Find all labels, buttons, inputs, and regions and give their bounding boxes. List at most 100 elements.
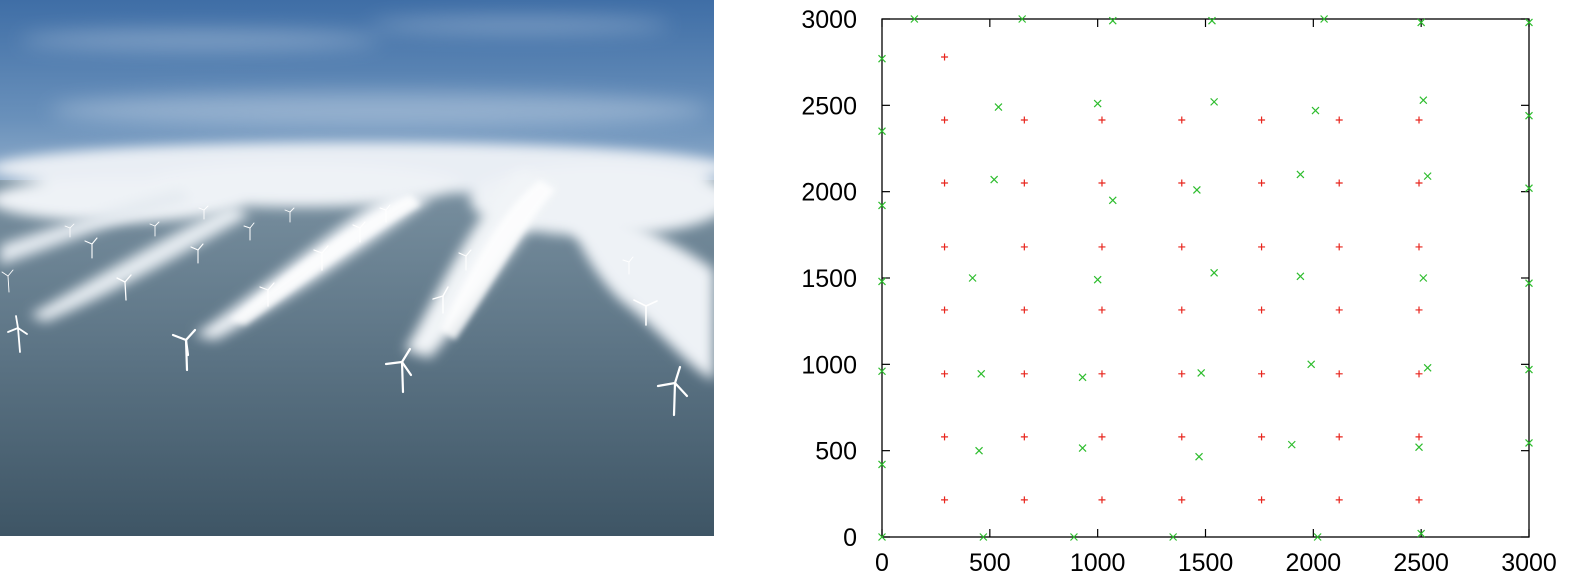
cross-marker: [1210, 268, 1219, 277]
plus-marker: [1020, 116, 1028, 124]
cross-marker: [1415, 443, 1423, 452]
cross-marker: [1093, 275, 1102, 284]
plus-marker: [1178, 306, 1186, 314]
cross-marker: [968, 274, 977, 282]
cross-marker: [1078, 373, 1087, 382]
wind-farm-photo: [0, 0, 714, 536]
plus-marker: [1098, 306, 1106, 314]
y-tick-label: 1000: [801, 351, 857, 379]
plus-marker: [1020, 496, 1028, 504]
plus-marker: [1020, 306, 1028, 314]
cross-marker: [1423, 363, 1432, 372]
plus-marker: [941, 433, 949, 441]
plus-marker: [1020, 179, 1028, 187]
plus-marker: [1415, 306, 1423, 314]
plus-marker: [941, 243, 949, 251]
cross-marker: [1078, 444, 1087, 453]
x-tick-label: 2000: [1286, 549, 1342, 577]
plus-marker: [1335, 243, 1343, 251]
cross-marker: [1108, 16, 1117, 25]
plus-marker: [1415, 496, 1423, 504]
cross-marker: [1525, 279, 1533, 288]
cross-marker: [878, 367, 886, 376]
cross-marker: [1192, 186, 1201, 194]
plus-marker: [1258, 116, 1266, 124]
plus-marker: [1020, 370, 1028, 378]
plus-marker: [1098, 116, 1106, 124]
plus-marker: [1258, 433, 1266, 441]
cross-marker: [1210, 97, 1219, 106]
cross-marker: [1093, 99, 1102, 108]
cross-marker: [1320, 15, 1329, 23]
scatter-plot: 0 500 1000 1500 2000 2500 3000 0 500 1000 1500 200…: [801, 6, 1556, 577]
cross-marker: [979, 533, 988, 541]
cross-marker: [878, 460, 886, 469]
plus-marker: [1098, 370, 1106, 378]
cross-marker: [1296, 272, 1305, 281]
plus-marker: [941, 116, 949, 124]
plus-marker: [941, 53, 949, 61]
cross-marker: [1525, 18, 1533, 27]
data-points: [878, 15, 1533, 541]
cross-marker: [1417, 529, 1426, 538]
cross-marker: [1311, 106, 1320, 115]
x-tick-label: 1500: [1178, 549, 1234, 577]
cross-marker: [1195, 452, 1203, 461]
plus-marker: [1178, 243, 1186, 251]
x-tick-label: 2500: [1393, 549, 1449, 577]
plus-marker: [1415, 116, 1423, 124]
cross-marker: [1296, 170, 1305, 179]
plus-marker: [1335, 306, 1343, 314]
plus-marker: [1098, 496, 1106, 504]
cross-marker: [878, 277, 886, 286]
plot-frame: [881, 18, 1530, 538]
cross-marker: [1525, 438, 1533, 447]
plus-marker: [1335, 370, 1343, 378]
plus-marker: [1335, 116, 1343, 124]
plus-marker: [1335, 179, 1343, 187]
plus-marker: [1335, 433, 1343, 441]
cross-marker: [878, 533, 886, 541]
cross-marker: [994, 103, 1003, 111]
y-tick-label: 1500: [801, 265, 857, 293]
plus-marker: [941, 179, 949, 187]
plus-marker: [1258, 370, 1266, 378]
plus-marker: [1258, 496, 1266, 504]
x-tick-label: 500: [969, 549, 1011, 577]
cross-marker: [1417, 18, 1426, 27]
cross-marker: [990, 175, 999, 184]
cross-marker: [1313, 533, 1322, 541]
plus-marker: [1415, 433, 1423, 441]
wind-turbines: [1, 204, 689, 417]
plus-marker: [1258, 243, 1266, 251]
cross-marker: [1208, 16, 1216, 25]
cross-marker: [1287, 440, 1296, 449]
plus-marker: [1415, 179, 1423, 187]
cross-marker: [1197, 369, 1206, 377]
cross-marker: [1525, 365, 1533, 374]
cross-marker: [878, 127, 886, 136]
plus-marker: [1178, 116, 1186, 124]
plus-marker: [1258, 306, 1266, 314]
cross-marker: [1108, 196, 1117, 205]
plus-marker: [941, 496, 949, 504]
cross-marker: [1423, 172, 1432, 181]
plus-marker: [1178, 179, 1186, 187]
plus-marker: [1178, 433, 1186, 441]
y-tick-label: 0: [843, 524, 857, 552]
cloud-bank: [0, 142, 714, 236]
plus-marker: [1335, 496, 1343, 504]
plus-marker: [1020, 433, 1028, 441]
plus-marker: [1178, 496, 1186, 504]
plus-marker: [1178, 370, 1186, 378]
cross-marker: [1419, 274, 1428, 282]
y-tick-label: 2500: [801, 92, 857, 120]
x-tick-label: 1000: [1070, 549, 1126, 577]
y-tick-label: 500: [815, 438, 857, 466]
cross-marker: [1018, 15, 1027, 23]
cross-marker: [1070, 533, 1078, 541]
y-tick-label: 3000: [801, 6, 857, 34]
y-axis: 0 500 1000 1500 2000 2500 3000: [801, 6, 1529, 552]
plus-marker: [941, 306, 949, 314]
plus-marker: [1415, 243, 1423, 251]
